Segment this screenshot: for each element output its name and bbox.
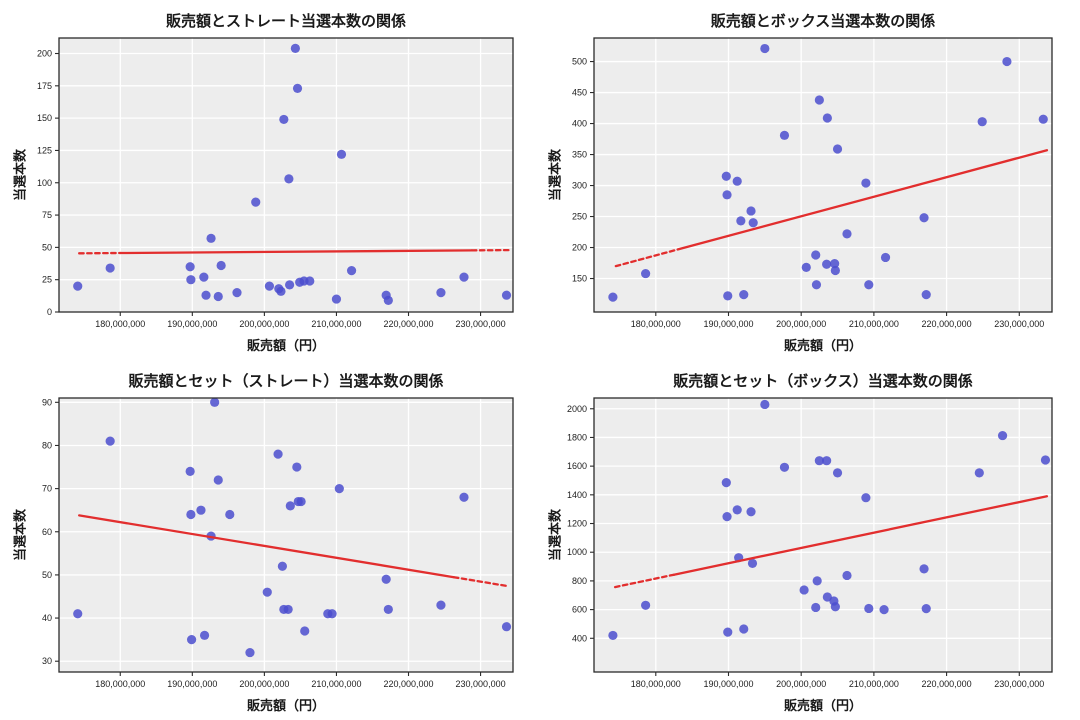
svg-text:90: 90 xyxy=(42,397,52,407)
svg-text:230,000,000: 230,000,000 xyxy=(994,679,1044,689)
svg-text:1200: 1200 xyxy=(567,519,587,529)
svg-text:220,000,000: 220,000,000 xyxy=(383,679,433,689)
svg-text:30: 30 xyxy=(42,656,52,666)
svg-text:1600: 1600 xyxy=(567,461,587,471)
subplot-set-straight: 180,000,000 190,000,000 200,000,000 210,000… xyxy=(0,360,540,720)
svg-text:80: 80 xyxy=(42,440,52,450)
y-axis-label-straight: 当選本数 xyxy=(12,148,28,202)
svg-text:60: 60 xyxy=(42,527,52,537)
svg-text:200,000,000: 200,000,000 xyxy=(776,319,826,329)
svg-text:300: 300 xyxy=(572,181,587,191)
svg-text:2000: 2000 xyxy=(567,404,587,414)
y-axis-label-set-box: 当選本数 xyxy=(547,508,563,562)
svg-text:400: 400 xyxy=(572,119,587,129)
svg-text:70: 70 xyxy=(42,484,52,494)
svg-text:180,000,000: 180,000,000 xyxy=(95,679,145,689)
subplot-box: 180,000,000 190,000,000 200,000,000 210,000… xyxy=(540,0,1080,360)
svg-text:230,000,000: 230,000,000 xyxy=(456,679,506,689)
svg-text:450: 450 xyxy=(572,88,587,98)
svg-text:210,000,000: 210,000,000 xyxy=(311,679,361,689)
svg-text:150: 150 xyxy=(37,113,52,123)
svg-text:50: 50 xyxy=(42,242,52,252)
chart-title-set-straight: 販売額とセット（ストレート）当選本数の関係 xyxy=(128,373,444,390)
svg-text:190,000,000: 190,000,000 xyxy=(167,319,217,329)
svg-text:220,000,000: 220,000,000 xyxy=(922,679,972,689)
y-axis-label-set-straight: 当選本数 xyxy=(12,508,28,562)
svg-text:200: 200 xyxy=(572,243,587,253)
svg-text:600: 600 xyxy=(572,605,587,615)
svg-text:400: 400 xyxy=(572,633,587,643)
svg-text:75: 75 xyxy=(42,210,52,220)
svg-text:200,000,000: 200,000,000 xyxy=(239,319,289,329)
svg-text:50: 50 xyxy=(42,570,52,580)
svg-text:190,000,000: 190,000,000 xyxy=(703,679,753,689)
svg-text:1000: 1000 xyxy=(567,547,587,557)
subplot-straight: 180,000,000 190,000,000 200,000,000 210,000… xyxy=(0,0,540,360)
svg-text:180,000,000: 180,000,000 xyxy=(631,319,681,329)
x-axis-label-set-straight: 販売額（円） xyxy=(246,698,325,713)
plot-area-straight: 180,000,000 190,000,000 200,000,000 210,000… xyxy=(37,37,514,329)
svg-text:200: 200 xyxy=(37,49,52,59)
svg-text:40: 40 xyxy=(42,613,52,623)
svg-text:500: 500 xyxy=(572,57,587,67)
svg-text:230,000,000: 230,000,000 xyxy=(994,319,1044,329)
svg-text:175: 175 xyxy=(37,81,52,91)
plot-area-set-box: 180,000,000 190,000,000 200,000,000 210,000… xyxy=(567,397,1053,689)
svg-text:180,000,000: 180,000,000 xyxy=(95,319,145,329)
svg-text:230,000,000: 230,000,000 xyxy=(456,319,506,329)
svg-text:210,000,000: 210,000,000 xyxy=(849,319,899,329)
x-axis-label-box: 販売額（円） xyxy=(783,338,862,353)
svg-text:25: 25 xyxy=(42,275,52,285)
x-axis-label-set-box: 販売額（円） xyxy=(783,698,862,713)
svg-text:210,000,000: 210,000,000 xyxy=(311,319,361,329)
x-axis-label-straight: 販売額（円） xyxy=(246,338,325,353)
svg-text:180,000,000: 180,000,000 xyxy=(631,679,681,689)
plot-area-set-straight: 180,000,000 190,000,000 200,000,000 210,000… xyxy=(42,397,514,689)
svg-text:1800: 1800 xyxy=(567,432,587,442)
chart-title-straight: 販売額とストレート当選本数の関係 xyxy=(165,13,406,30)
svg-text:220,000,000: 220,000,000 xyxy=(922,319,972,329)
svg-text:190,000,000: 190,000,000 xyxy=(703,319,753,329)
svg-text:200,000,000: 200,000,000 xyxy=(776,679,826,689)
subplot-set-box: 180,000,000 190,000,000 200,000,000 210,000… xyxy=(540,360,1080,720)
svg-text:220,000,000: 220,000,000 xyxy=(383,319,433,329)
svg-text:250: 250 xyxy=(572,212,587,222)
y-axis-label-box: 当選本数 xyxy=(547,148,563,202)
svg-text:200,000,000: 200,000,000 xyxy=(239,679,289,689)
svg-text:125: 125 xyxy=(37,145,52,155)
svg-text:1400: 1400 xyxy=(567,490,587,500)
svg-text:800: 800 xyxy=(572,576,587,586)
plot-area-box: 180,000,000 190,000,000 200,000,000 210,000… xyxy=(572,37,1053,329)
svg-text:0: 0 xyxy=(47,307,52,317)
chart-title-box: 販売額とボックス当選本数の関係 xyxy=(710,13,936,30)
svg-text:100: 100 xyxy=(37,178,52,188)
svg-text:210,000,000: 210,000,000 xyxy=(849,679,899,689)
chart-title-set-box: 販売額とセット（ボックス）当選本数の関係 xyxy=(673,373,973,390)
svg-text:190,000,000: 190,000,000 xyxy=(167,679,217,689)
svg-text:350: 350 xyxy=(572,150,587,160)
svg-text:150: 150 xyxy=(572,274,587,284)
